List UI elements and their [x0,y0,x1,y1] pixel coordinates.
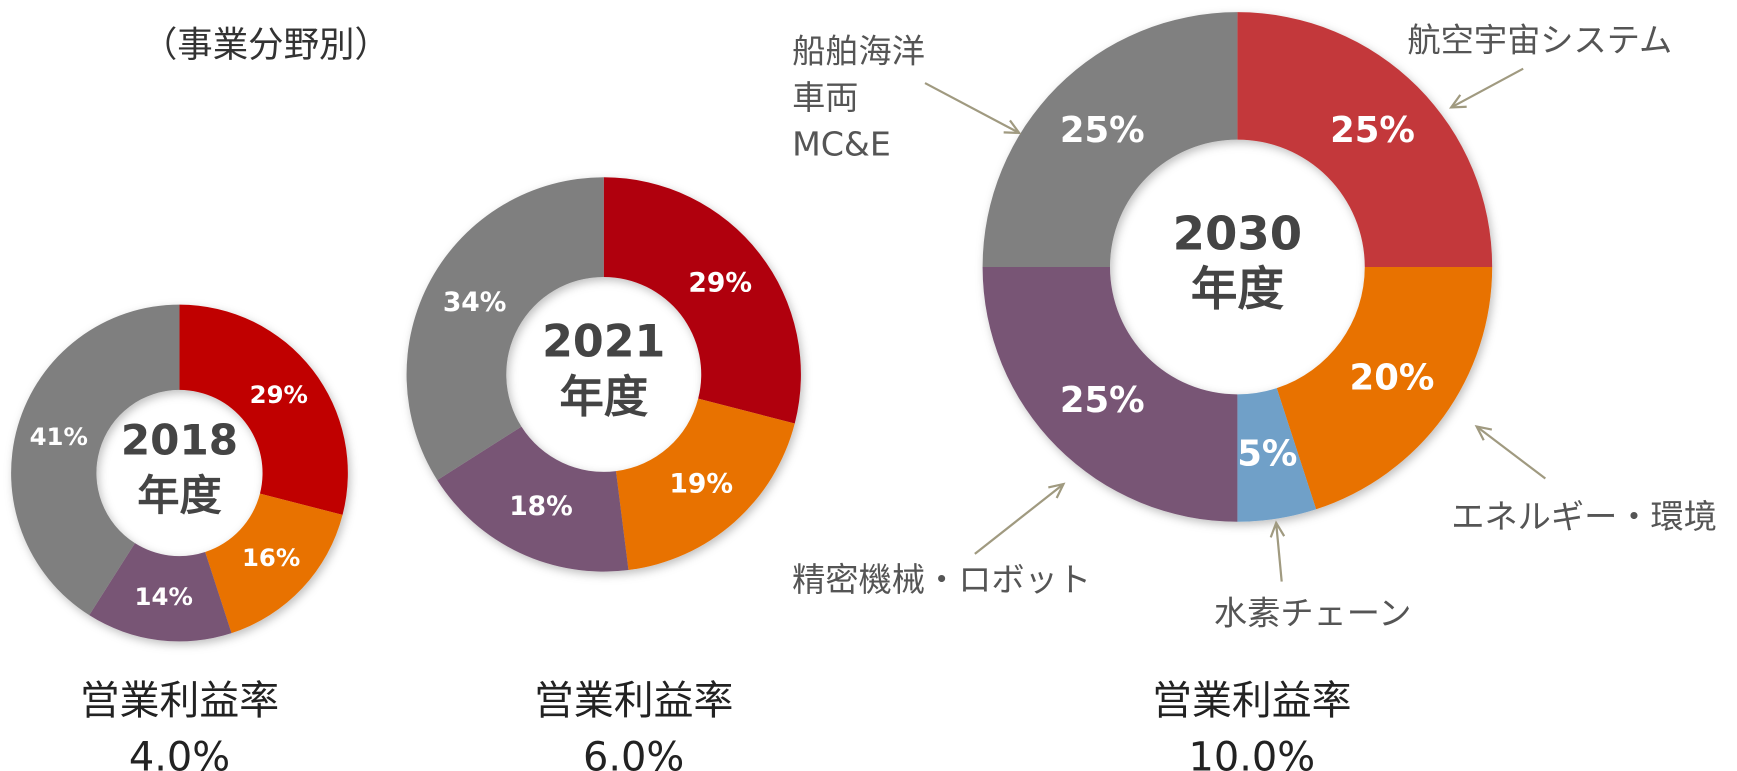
value-label: 29% [688,268,752,299]
leader-line [1450,67,1524,109]
donut-segment [615,398,795,571]
donut [11,304,348,642]
donut-segment [406,177,604,481]
donut-segment [89,543,232,642]
donut-segment [603,177,801,424]
leader-arrowhead [1474,424,1493,441]
value-label: 25% [1060,110,1145,151]
donut-segment [1237,12,1493,267]
donut-segment [11,304,180,616]
category-label: 船舶海洋 [792,32,925,71]
footer-text: 4.0% [129,734,230,771]
center-label: 年度 [1191,262,1285,316]
leader-line [924,82,1020,134]
value-label: 20% [1350,357,1435,398]
caption: （事業分野別） [142,25,390,66]
leader-arrowhead [1048,482,1066,499]
value-label: 25% [1060,380,1145,421]
value-label: 18% [509,491,573,522]
leader-arrowhead [1448,94,1467,109]
leader-line [974,483,1065,555]
donut-segment [179,304,348,515]
leader-arrowhead [1003,119,1022,135]
donut [982,12,1493,522]
footer-text: 6.0% [583,734,684,771]
value-label: 29% [250,380,308,409]
donut-segment [1237,388,1317,522]
center-label: 2018 [121,416,238,465]
footer-text: 営業利益率 [534,678,733,724]
donut-segment [437,426,629,572]
donut-segment [982,12,1238,267]
center-label: 年度 [559,372,648,423]
donut [406,177,801,572]
value-label: 16% [242,543,300,572]
footer-text: 営業利益率 [80,678,279,724]
leader-arrowhead [1269,520,1286,538]
donut-segment [982,266,1238,522]
category-label: エネルギー・環境 [1451,497,1717,536]
value-label: 41% [30,422,88,451]
category-label: 水素チェーン [1214,593,1412,632]
category-label: MC&E [792,125,891,164]
leader-line [1475,425,1547,480]
donut-segment [205,493,343,634]
value-label: 34% [443,287,507,318]
category-label: 精密機械・ロボット [792,560,1091,599]
value-label: 19% [669,468,733,499]
center-label: 2030 [1173,207,1302,261]
value-label: 5% [1237,434,1297,475]
footer-text: 10.0% [1188,734,1315,771]
footer-text: 営業利益率 [1152,678,1351,724]
center-label: 年度 [137,471,221,520]
leader-line [1275,522,1283,582]
category-label: 車両 [792,78,858,117]
category-label: 航空宇宙システム [1407,21,1672,60]
center-label: 2021 [542,317,665,368]
donut-segment [1276,266,1493,510]
value-label: 25% [1330,110,1415,151]
value-label: 14% [135,582,193,611]
